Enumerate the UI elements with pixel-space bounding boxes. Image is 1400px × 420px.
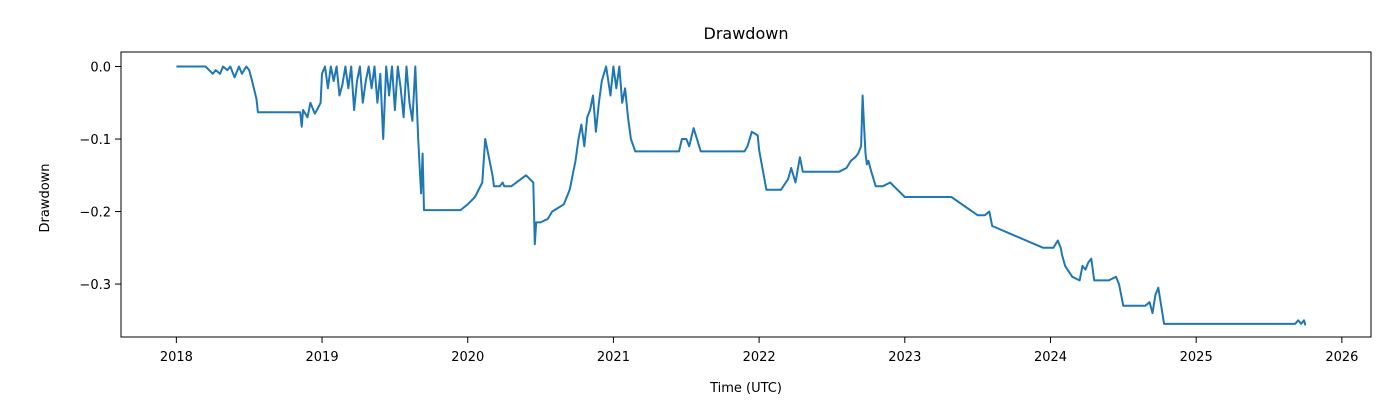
x-axis-label: Time (UTC) [709, 381, 782, 396]
x-tick-label: 2018 [160, 350, 193, 365]
plot-frame [120, 51, 1372, 338]
y-axis-label: Drawdown [38, 163, 53, 232]
x-tick-label: 2024 [1034, 350, 1067, 365]
x-ticks: 2018 2019 2020 2021 2022 2023 2024 2025 2026 [160, 337, 1358, 365]
drawdown-series-line [176, 65, 1307, 326]
x-tick-label: 2026 [1325, 350, 1358, 365]
y-axis-label-group: Drawdown [38, 163, 53, 232]
y-tick-label: 0.0 [90, 61, 111, 76]
y-ticks: 0.0 −0.1 −0.2 −0.3 [79, 61, 121, 293]
x-tick-label: 2025 [1180, 350, 1213, 365]
y-tick-label: −0.2 [79, 206, 111, 221]
x-tick-label: 2022 [743, 350, 776, 365]
x-tick-label: 2019 [306, 350, 339, 365]
chart-title: Drawdown [704, 24, 789, 43]
y-tick-label: −0.1 [79, 133, 111, 148]
x-tick-label: 2021 [597, 350, 630, 365]
x-tick-label: 2020 [451, 350, 484, 365]
x-tick-label: 2023 [888, 350, 921, 365]
y-tick-label: −0.3 [79, 278, 111, 293]
